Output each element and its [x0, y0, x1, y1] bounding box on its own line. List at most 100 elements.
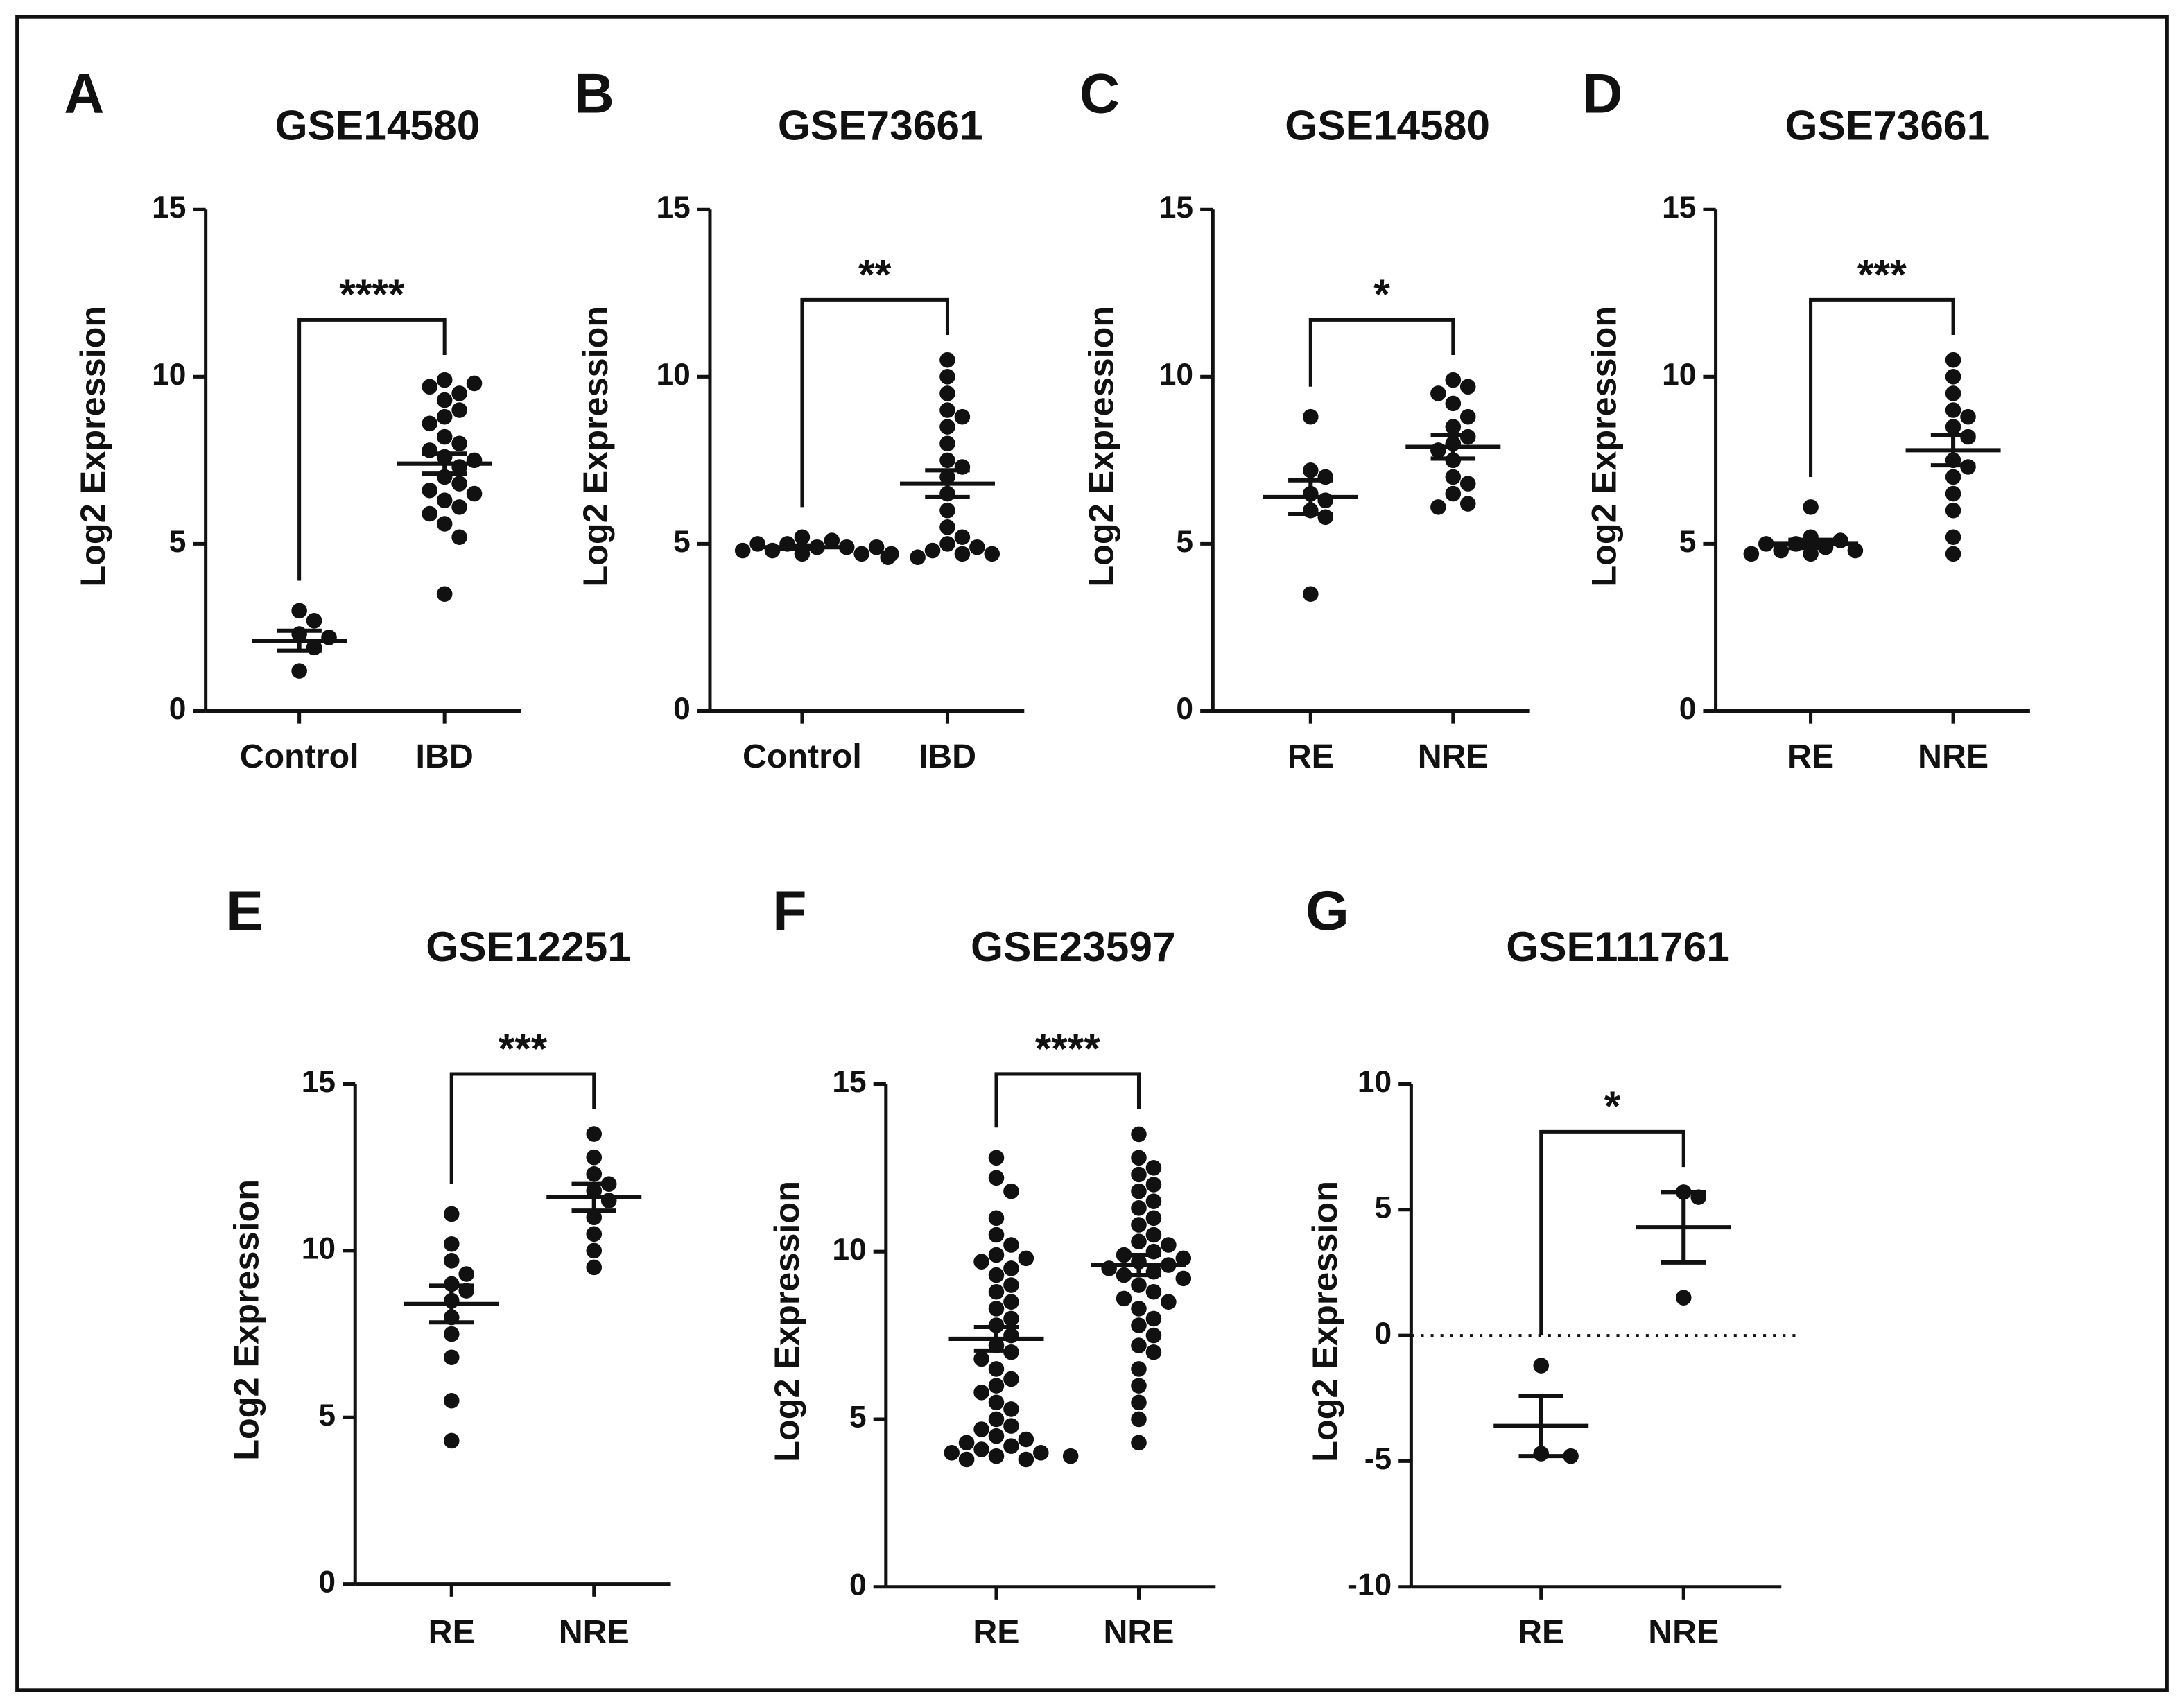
data-point [1445, 419, 1462, 435]
data-point [939, 402, 955, 418]
panel-letter: F [772, 880, 806, 942]
sem-bar [973, 1324, 1019, 1353]
x-tick-label: RE [1288, 738, 1334, 775]
data-point [291, 663, 307, 679]
data-point [939, 419, 955, 435]
data-point [451, 402, 467, 418]
data-point [973, 1441, 989, 1457]
y-tick-label: -10 [1347, 1568, 1392, 1602]
data-point [1430, 385, 1446, 401]
data-point [1317, 492, 1334, 508]
data-point [1003, 1401, 1019, 1417]
y-tick-label: 0 [169, 692, 187, 726]
x-tick-label: IBD [416, 738, 474, 775]
significance-label: *** [499, 1025, 548, 1072]
data-point [1145, 1193, 1162, 1209]
data-point [586, 1226, 603, 1242]
data-point [443, 1432, 460, 1449]
y-axis-label: Log2 Expression [1081, 306, 1120, 587]
data-point [436, 586, 453, 603]
data-point [1563, 1448, 1579, 1464]
y-tick-label: 10 [1662, 358, 1696, 392]
panel-letter: E [226, 880, 263, 942]
data-point [1131, 1394, 1147, 1411]
sem-bar [1116, 1253, 1161, 1278]
data-point [1803, 499, 1819, 515]
sem-bar [277, 628, 322, 653]
data-point [1459, 476, 1476, 492]
data-point [443, 1392, 460, 1409]
data-point [436, 428, 453, 445]
panel-title: GSE111761 [1506, 923, 1730, 970]
data-point [1145, 1210, 1162, 1227]
y-tick-label: 10 [302, 1232, 336, 1266]
significance-bracket [297, 318, 447, 581]
data-point [586, 1149, 603, 1166]
data-point [436, 392, 453, 408]
y-tick-label: 0 [318, 1565, 336, 1599]
sem-bar [1518, 1394, 1563, 1459]
sem-bar [429, 1283, 474, 1325]
data-point [1145, 1243, 1162, 1260]
data-point [1131, 1183, 1147, 1199]
data-point [988, 1361, 1005, 1377]
data-point [1003, 1327, 1019, 1344]
data-point [924, 542, 941, 559]
data-point [1945, 485, 1961, 502]
sem-bar [1430, 433, 1476, 461]
data-point [1131, 1301, 1147, 1317]
y-tick-label: 5 [1375, 1190, 1392, 1224]
y-tick-label: 0 [849, 1568, 867, 1602]
data-point [939, 369, 955, 385]
data-point [954, 546, 971, 562]
data-point [1131, 1277, 1147, 1293]
data-point [988, 1448, 1005, 1464]
data-point [1145, 1283, 1162, 1300]
y-tick-label: 10 [656, 358, 690, 392]
data-point [1033, 1445, 1049, 1461]
data-point [1145, 1227, 1162, 1243]
data-point [853, 546, 869, 562]
data-point [1459, 408, 1476, 425]
y-tick-label: 10 [1159, 358, 1193, 392]
data-point [1131, 1317, 1147, 1333]
data-point [764, 542, 781, 559]
data-point [422, 442, 438, 458]
data-point [988, 1283, 1005, 1300]
data-point [988, 1150, 1005, 1166]
panel-title: GSE73661 [1785, 101, 1991, 148]
data-point [1303, 408, 1319, 425]
x-tick-label: NRE [1103, 1613, 1174, 1651]
significance-label: **** [339, 270, 405, 318]
data-point [1743, 546, 1760, 562]
data-point [1131, 1233, 1147, 1249]
data-point [958, 1451, 975, 1468]
significance-bracket [449, 1072, 596, 1184]
x-tick-label: NRE [1418, 738, 1489, 775]
data-point [1445, 485, 1462, 502]
data-point [466, 375, 483, 392]
data-point [436, 516, 453, 532]
y-tick-label: 10 [832, 1233, 866, 1267]
data-point [321, 630, 337, 645]
data-point [954, 408, 971, 425]
y-axis-label: Log2 Expression [767, 1181, 806, 1462]
data-point [443, 1252, 460, 1269]
y-tick-label: 0 [1176, 692, 1193, 726]
significance-bracket [1308, 318, 1455, 387]
x-tick-label: NRE [1918, 738, 1988, 775]
data-point [734, 542, 751, 559]
y-tick-label: 5 [673, 525, 691, 559]
data-point [1960, 408, 1976, 425]
y-axis-label: Log2 Expression [226, 1179, 266, 1461]
data-point [1145, 1344, 1162, 1360]
data-point [939, 536, 955, 552]
data-point [939, 385, 955, 401]
data-point [1018, 1431, 1034, 1448]
data-point [586, 1259, 603, 1276]
x-tick-label: Control [743, 738, 862, 775]
data-point [1945, 402, 1961, 418]
data-point [749, 536, 765, 552]
data-point [939, 352, 955, 368]
data-point [1003, 1438, 1019, 1454]
